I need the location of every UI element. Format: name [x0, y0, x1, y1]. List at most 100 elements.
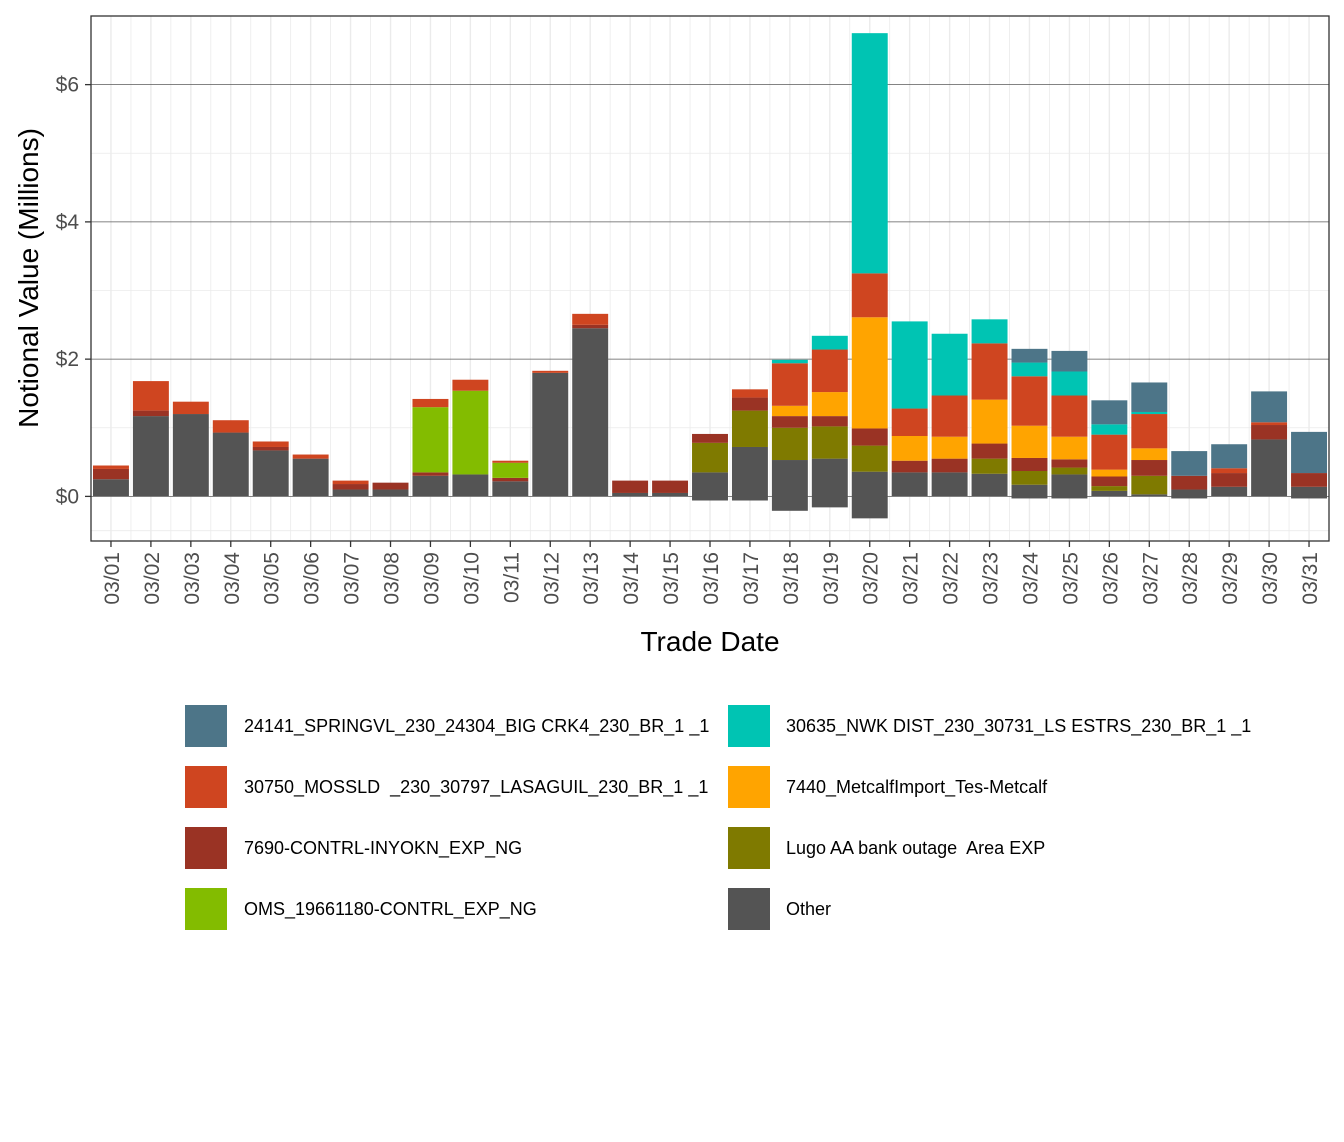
bar-segment: [971, 343, 1008, 400]
bar-segment-negative: [692, 496, 728, 501]
bar-segment: [731, 410, 768, 447]
bar-segment: [332, 484, 369, 490]
bar-segment: [1131, 494, 1168, 497]
x-tick-label: 03/09: [420, 552, 443, 605]
y-tick-label: $0: [56, 485, 79, 508]
bar-segment: [1091, 400, 1128, 425]
bar-segment-negative: [1171, 496, 1208, 499]
bar-segment: [1011, 484, 1048, 497]
legend-key: [185, 827, 227, 869]
bar-segment: [1291, 486, 1328, 497]
legend-key: [185, 888, 227, 930]
bar-segment: [1091, 476, 1128, 487]
axes: $0 $2 $4 $6 03/01 03/02 03/03 03/04 03/05 03/06 03…: [56, 74, 1322, 605]
bar-segment: [572, 313, 609, 325]
bar-segment: [652, 480, 689, 493]
bar-segment: [1091, 434, 1128, 470]
x-tick-label: 03/14: [620, 552, 643, 605]
bar-segment: [811, 458, 848, 497]
bar-segment: [452, 379, 489, 391]
y-tick-label: $2: [56, 348, 79, 371]
bar-segment: [492, 477, 529, 482]
bar-segment: [1051, 395, 1088, 437]
bar-segment: [1251, 422, 1288, 426]
legend-label: 7690-CONTRL-INYOKN_EXP_NG: [244, 838, 522, 859]
x-tick-label: 03/04: [221, 552, 244, 605]
x-tick-label: 03/13: [580, 552, 603, 605]
bar-segment: [1091, 490, 1128, 497]
bar-segment: [1131, 460, 1168, 476]
bar-segment: [931, 333, 968, 396]
bar-segment: [1051, 474, 1088, 497]
bar-segment: [771, 363, 808, 406]
bar-segment: [612, 492, 649, 497]
legend-label: OMS_19661180-CONTRL_EXP_NG: [244, 899, 537, 920]
bar-segment: [971, 399, 1008, 444]
bar-segment: [771, 427, 808, 461]
bar-segment: [851, 445, 888, 472]
x-tick-label: 03/12: [540, 552, 563, 605]
bar-segment: [891, 436, 928, 461]
bar-segment: [971, 443, 1008, 459]
x-tick-label: 03/08: [381, 552, 404, 605]
x-tick-label: 03/22: [940, 552, 963, 605]
bar-segment: [452, 474, 489, 497]
x-axis-title: Trade Date: [640, 626, 779, 657]
x-tick-label: 03/10: [460, 552, 483, 605]
bar-segment: [731, 397, 768, 411]
bar-segment: [1171, 451, 1208, 476]
bar-segment: [811, 426, 848, 459]
bar-segment: [372, 482, 409, 490]
x-tick-label: 03/21: [900, 552, 923, 605]
bar-segment: [931, 395, 968, 437]
bar-segment: [212, 420, 249, 433]
x-tick-label: 03/25: [1059, 552, 1082, 605]
legend-label: 7440_MetcalfImport_Tes-Metcalf: [786, 777, 1048, 798]
bar-segment: [811, 392, 848, 417]
bar-segment: [731, 446, 768, 497]
bar-segment: [891, 408, 928, 436]
bar-segment: [172, 401, 209, 415]
bar-segment: [492, 462, 529, 478]
bar-segment: [292, 454, 329, 459]
bar-segment: [1131, 448, 1168, 461]
bar-segment: [1011, 457, 1048, 471]
bar-segment: [1171, 489, 1208, 497]
bar-segment: [1131, 382, 1168, 412]
bar-segment: [931, 472, 968, 497]
x-tick-label: 03/16: [700, 552, 723, 605]
bar-segment: [132, 381, 169, 411]
bar-segment: [252, 450, 289, 497]
bar-segment: [692, 472, 728, 497]
x-tick-label: 03/06: [301, 552, 324, 605]
bar-segment: [92, 465, 129, 469]
bar-segment: [1131, 414, 1168, 449]
bar-segment: [412, 407, 449, 473]
bar-segment: [1291, 431, 1328, 474]
x-tick-label: 03/30: [1259, 552, 1282, 605]
legend-key: [728, 766, 770, 808]
bar-segment: [1011, 376, 1048, 426]
bar-segment: [1011, 471, 1048, 485]
x-tick-label: 03/28: [1179, 552, 1202, 605]
x-tick-label: 03/31: [1299, 552, 1322, 605]
x-tick-label: 03/02: [141, 552, 164, 605]
bar-segment: [931, 436, 968, 459]
x-tick-label: 03/23: [980, 552, 1003, 605]
bar-segment: [1291, 473, 1328, 487]
bar-segment: [771, 359, 808, 364]
bar-segment: [971, 458, 1008, 474]
x-tick-label: 03/05: [261, 552, 284, 605]
y-tick-label: $4: [56, 211, 80, 234]
bar-segment: [971, 319, 1008, 344]
bar-segment: [1211, 473, 1248, 487]
bar-segment: [252, 446, 289, 451]
bar-segment: [771, 405, 808, 417]
bar-segment-negative: [851, 496, 888, 519]
x-tick-label: 03/18: [780, 552, 803, 605]
bar-segment: [771, 460, 808, 497]
bar-segment: [572, 324, 609, 329]
bar-segment: [332, 489, 369, 497]
bar-segment: [771, 416, 808, 428]
bar-segment: [412, 475, 449, 497]
